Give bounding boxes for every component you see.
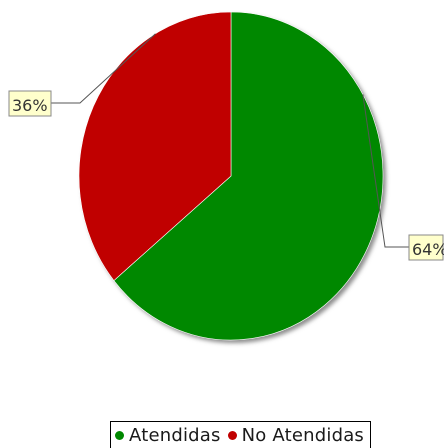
data-label-box-atendidas <box>408 234 444 261</box>
legend-item-no-atendidas: No Atendidas <box>227 424 365 446</box>
pie-slice-no-atendidas <box>78 11 232 281</box>
pie-slice-atendidas <box>113 11 384 341</box>
data-label-atendidas: 64% <box>412 240 444 259</box>
legend-item-atendidas: Atendidas <box>115 425 221 446</box>
data-label-no-atendidas: 36% <box>12 96 48 115</box>
leader-line-no-atendidas <box>51 33 156 104</box>
legend-label-no-atendidas: No Atendidas <box>241 424 365 446</box>
legend: Atendidas No Atendidas <box>110 421 372 448</box>
legend-marker-no-atendidas <box>227 430 237 440</box>
leader-line-atendidas <box>362 94 409 248</box>
legend-marker-atendidas <box>115 430 124 440</box>
legend-label-atendidas: Atendidas <box>129 424 221 446</box>
data-label-box-no-atendidas <box>8 90 52 117</box>
